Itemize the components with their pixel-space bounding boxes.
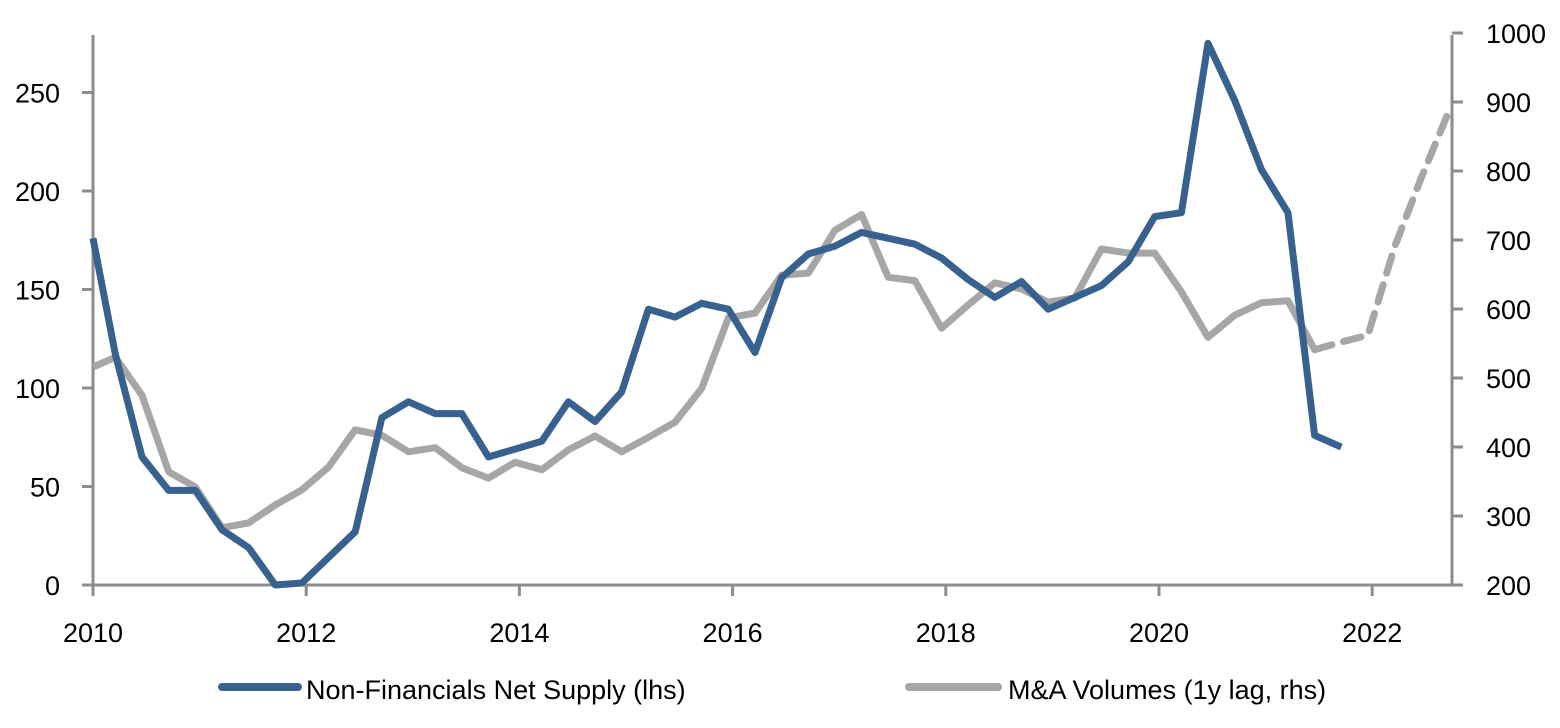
x-tick-label: 2016 xyxy=(703,618,763,648)
x-tick-label: 2012 xyxy=(276,618,336,648)
right-tick-label: 200 xyxy=(1486,571,1531,601)
left-y-ticks: 0 50 100 150 200 250 xyxy=(15,79,93,601)
series-line-ma-volumes-projection xyxy=(1311,110,1452,354)
legend: Non-Financials Net Supply (lhs) M&A Volu… xyxy=(218,675,1326,705)
left-tick-label: 50 xyxy=(30,473,60,503)
legend-label-ma-volumes: M&A Volumes (1y lag, rhs) xyxy=(1008,675,1326,705)
left-tick-label: 100 xyxy=(15,374,60,404)
legend-item-ma-volumes: M&A Volumes (1y lag, rhs) xyxy=(905,675,1326,705)
right-tick-label: 700 xyxy=(1486,226,1531,256)
left-tick-label: 0 xyxy=(45,571,60,601)
x-tick-label: 2010 xyxy=(63,618,123,648)
right-tick-label: 800 xyxy=(1486,157,1531,187)
x-tick-label: 2022 xyxy=(1342,618,1402,648)
series-line-net-supply xyxy=(89,39,1343,589)
legend-label-net-supply: Non-Financials Net Supply (lhs) xyxy=(306,675,686,705)
right-tick-label: 1000 xyxy=(1486,19,1546,49)
series-layer xyxy=(89,39,1452,589)
left-tick-label: 250 xyxy=(15,79,60,109)
right-tick-label: 900 xyxy=(1486,88,1531,118)
right-tick-label: 500 xyxy=(1486,364,1531,394)
x-tick-label: 2018 xyxy=(916,618,976,648)
right-tick-label: 600 xyxy=(1486,295,1531,325)
right-y-ticks: 200 300 400 500 600 700 800 900 1000 xyxy=(1452,19,1546,601)
right-tick-label: 400 xyxy=(1486,433,1531,463)
left-tick-label: 200 xyxy=(15,177,60,207)
x-tick-label: 2020 xyxy=(1129,618,1189,648)
x-ticks: 2010 2012 2014 2016 2018 2020 2022 xyxy=(63,585,1402,648)
x-tick-label: 2014 xyxy=(489,618,549,648)
left-tick-label: 150 xyxy=(15,276,60,306)
right-tick-label: 300 xyxy=(1486,502,1531,532)
legend-item-net-supply: Non-Financials Net Supply (lhs) xyxy=(218,675,686,705)
